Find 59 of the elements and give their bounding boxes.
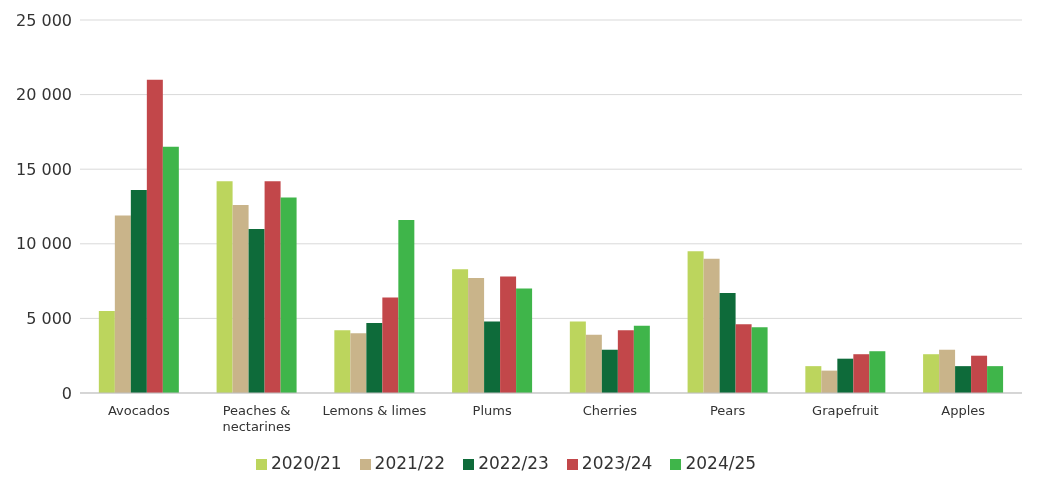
- bar: [939, 349, 956, 393]
- bar: [468, 278, 485, 393]
- x-tick-label: Plums: [472, 403, 512, 418]
- y-tick-label: 20 000: [16, 85, 72, 105]
- y-tick-label: 15 000: [16, 159, 72, 179]
- bar: [500, 276, 517, 393]
- bar: [751, 327, 768, 393]
- x-tick-label: Lemons & limes: [322, 403, 427, 418]
- x-tick-label: Cherries: [582, 403, 638, 418]
- y-tick-label: 0: [61, 383, 72, 403]
- legend-label: 2021/22: [374, 453, 446, 473]
- bar: [703, 258, 720, 393]
- legend-label: 2024/25: [685, 453, 757, 473]
- bar: [280, 197, 297, 393]
- bar: [987, 366, 1004, 393]
- bar: [114, 215, 131, 393]
- x-tick-label: Pears: [709, 403, 746, 418]
- bar: [955, 366, 972, 393]
- bar: [98, 310, 115, 393]
- legend-label: 2020/21: [270, 453, 342, 473]
- bar: [232, 205, 249, 393]
- bar: [805, 366, 822, 393]
- bar: [735, 324, 752, 393]
- bar: [398, 219, 415, 393]
- bar: [601, 349, 618, 393]
- y-tick-label: 10 000: [16, 234, 72, 254]
- legend-label: 2022/23: [478, 453, 549, 473]
- bar: [633, 325, 650, 393]
- bar: [146, 79, 163, 393]
- x-tick-label: Peaches & nectarines: [222, 403, 292, 434]
- x-tick-label: Avocados: [107, 403, 171, 418]
- bar: [382, 297, 399, 393]
- bar: [869, 351, 886, 393]
- bar: [837, 358, 854, 393]
- legend-label: 2023/24: [581, 453, 653, 473]
- y-tick-label: 25 000: [16, 10, 72, 30]
- bar: [687, 251, 704, 393]
- x-tick-label: Apples: [941, 403, 986, 418]
- bar: [350, 333, 367, 393]
- bar: [853, 354, 870, 393]
- bar: [971, 355, 988, 393]
- bar: [585, 334, 602, 393]
- bar: [216, 181, 233, 393]
- bar: [484, 321, 501, 393]
- bar: [248, 228, 265, 393]
- bar: [334, 330, 351, 393]
- y-tick-label: 5 000: [26, 309, 72, 329]
- x-tick-label: Grapefruit: [812, 403, 879, 418]
- bar: [569, 321, 586, 393]
- bar: [923, 354, 940, 393]
- bar: [130, 190, 147, 393]
- bar: [162, 146, 179, 393]
- bar: [821, 370, 838, 393]
- bar: [264, 181, 281, 393]
- bar: [366, 322, 383, 393]
- bar: [452, 269, 469, 393]
- bar: [516, 288, 533, 393]
- bar: [617, 330, 634, 393]
- bar: [719, 293, 736, 393]
